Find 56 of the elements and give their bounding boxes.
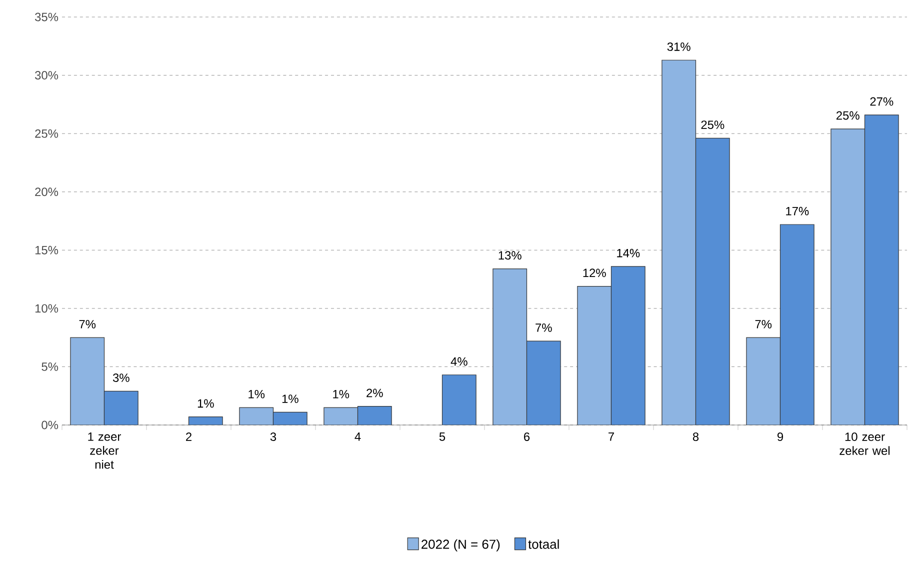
legend-label: 2022 (N = 67)	[422, 539, 500, 552]
data-label: 27%	[870, 97, 894, 106]
data-label: 1%	[333, 390, 350, 398]
y-tick-label: 10%	[35, 304, 58, 313]
bar	[526, 340, 561, 426]
y-tick-label: 5%	[42, 362, 58, 371]
bar	[70, 337, 105, 426]
x-tick-label: 4	[354, 432, 361, 441]
y-tick-label: 20%	[35, 188, 58, 196]
data-label: 7%	[536, 324, 552, 332]
x-tick-label: 7	[608, 432, 614, 441]
bar	[324, 407, 358, 426]
data-label: 4%	[450, 357, 468, 366]
y-tick-label: 15%	[35, 246, 58, 254]
bar	[695, 138, 730, 426]
x-tick-label: 1 zeer zeker niet	[88, 432, 121, 469]
data-label: 12%	[583, 268, 606, 278]
x-tick-label: 8	[692, 432, 699, 441]
bar	[188, 416, 223, 426]
bar	[492, 268, 528, 426]
bar	[273, 412, 308, 426]
x-tick-label: 5	[439, 432, 446, 441]
data-label: 7%	[755, 320, 772, 328]
legend-label: totaal	[528, 539, 559, 549]
bar	[864, 114, 899, 426]
data-label: 25%	[836, 111, 860, 120]
x-tick-label: 9	[777, 432, 784, 441]
bar	[357, 406, 392, 426]
data-label: 3%	[112, 374, 130, 382]
data-label: 17%	[786, 206, 809, 216]
bar	[610, 266, 646, 426]
data-label: 25%	[701, 120, 724, 130]
x-tick-label: 3	[270, 432, 276, 441]
y-tick-label: 35%	[35, 12, 58, 22]
bar	[746, 337, 781, 426]
bar	[830, 128, 866, 426]
data-label: 31%	[667, 42, 690, 51]
data-label: 13%	[498, 251, 522, 260]
bar	[577, 286, 612, 426]
y-tick-label: 0%	[42, 420, 58, 430]
data-label: 1%	[282, 394, 298, 403]
x-tick-label: 2	[186, 432, 192, 441]
bar	[442, 374, 476, 426]
bar	[662, 60, 696, 426]
bar	[104, 390, 138, 426]
data-label: 2%	[366, 388, 383, 398]
x-tick-label: 6	[524, 432, 530, 441]
data-label: 1%	[248, 390, 265, 398]
data-label: 7%	[79, 320, 96, 328]
bar	[780, 224, 814, 426]
bar	[239, 407, 274, 426]
x-tick-label: 10 zeer zeker wel	[840, 432, 890, 455]
y-tick-label: 30%	[35, 71, 58, 80]
data-label: 14%	[617, 248, 640, 258]
data-label: 1%	[198, 399, 214, 408]
y-tick-label: 25%	[35, 129, 58, 138]
